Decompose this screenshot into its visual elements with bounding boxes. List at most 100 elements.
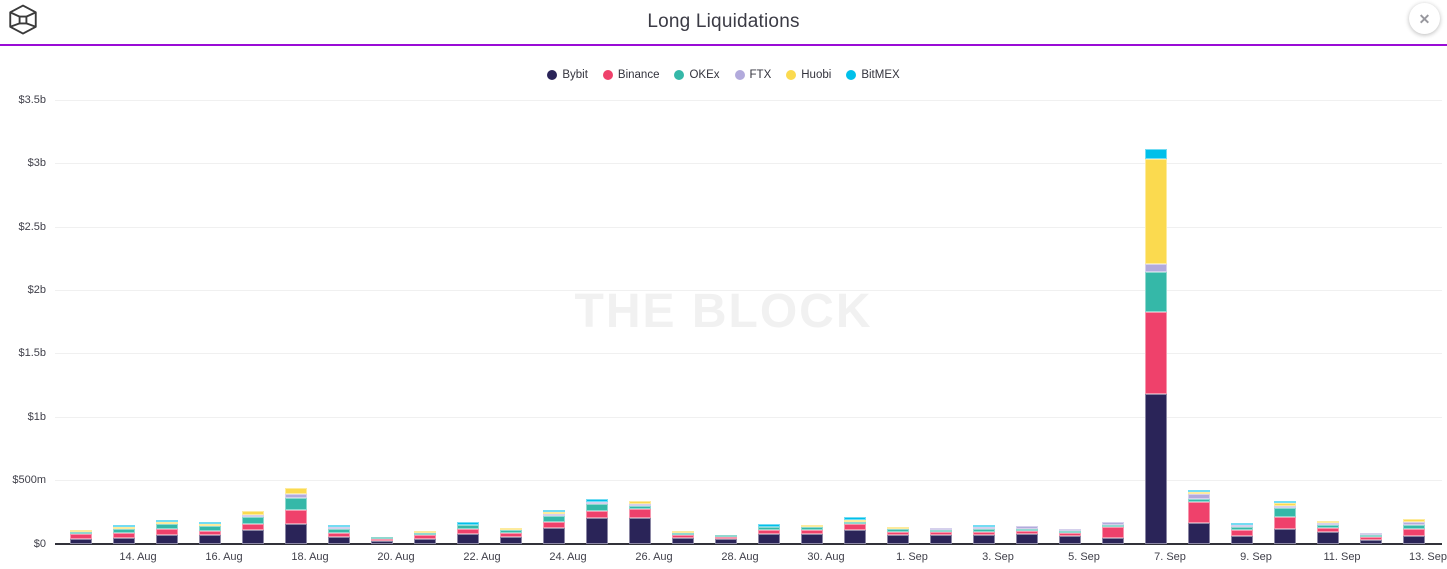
legend-item-binance[interactable]: Binance (602, 69, 659, 81)
bar-segment-bybit[interactable] (1145, 393, 1167, 544)
bar-segment-bybit[interactable] (1102, 537, 1124, 544)
bar-segment-bitmex[interactable] (586, 499, 608, 502)
bar-segment-okex[interactable] (1059, 530, 1081, 534)
bar-segment-okex[interactable] (629, 506, 651, 510)
bar-segment-ftx[interactable] (1360, 533, 1382, 536)
bar-segment-bybit[interactable] (1188, 522, 1210, 544)
bar-20-aug[interactable] (371, 536, 393, 544)
bar-segment-okex[interactable] (285, 497, 307, 510)
bar-9-sep[interactable] (1231, 523, 1253, 544)
bar-segment-binance[interactable] (371, 538, 393, 541)
bar-segment-bybit[interactable] (1059, 536, 1081, 544)
bar-3-sep[interactable] (973, 524, 995, 544)
bar-segment-okex[interactable] (328, 528, 350, 533)
bar-segment-binance[interactable] (328, 532, 350, 537)
bar-13-aug[interactable] (70, 529, 92, 544)
bar-segment-okex[interactable] (1317, 524, 1339, 529)
bar-segment-okex[interactable] (1016, 528, 1038, 532)
bar-segment-ftx[interactable] (285, 493, 307, 498)
bar-22-aug[interactable] (457, 522, 479, 544)
bar-segment-bybit[interactable] (328, 536, 350, 544)
bar-segment-bybit[interactable] (758, 534, 780, 544)
bar-segment-okex[interactable] (199, 526, 221, 531)
bar-segment-okex[interactable] (672, 532, 694, 536)
bar-segment-binance[interactable] (1317, 528, 1339, 533)
bar-segment-okex[interactable] (1274, 507, 1296, 517)
bar-segment-huobi[interactable] (801, 525, 823, 528)
bar-segment-ftx[interactable] (973, 527, 995, 530)
bar-13-sep[interactable] (1403, 519, 1425, 544)
bar-segment-huobi[interactable] (414, 531, 436, 534)
bar-segment-bitmex[interactable] (199, 522, 221, 525)
bar-segment-bybit[interactable] (844, 529, 866, 544)
bar-segment-binance[interactable] (844, 524, 866, 530)
bar-segment-okex[interactable] (543, 516, 565, 522)
bar-segment-bybit[interactable] (543, 528, 565, 544)
bar-segment-binance[interactable] (1145, 311, 1167, 394)
bar-segment-bybit[interactable] (371, 540, 393, 544)
bar-segment-okex[interactable] (70, 531, 92, 534)
bar-segment-bybit[interactable] (500, 537, 522, 544)
bar-segment-binance[interactable] (457, 528, 479, 534)
bar-21-aug[interactable] (414, 531, 436, 544)
bar-segment-binance[interactable] (1102, 526, 1124, 538)
bar-segment-bybit[interactable] (1360, 539, 1382, 544)
bar-segment-binance[interactable] (1274, 516, 1296, 529)
bar-1-sep[interactable] (887, 527, 909, 544)
bar-segment-ftx[interactable] (1317, 522, 1339, 525)
bar-segment-bybit[interactable] (1317, 532, 1339, 544)
bar-segment-bybit[interactable] (156, 534, 178, 544)
bar-segment-ftx[interactable] (629, 504, 651, 507)
bar-segment-binance[interactable] (887, 531, 909, 536)
bar-segment-huobi[interactable] (500, 528, 522, 531)
bar-segment-okex[interactable] (1145, 272, 1167, 312)
bar-24-aug[interactable] (543, 509, 565, 544)
bar-segment-binance[interactable] (1059, 533, 1081, 537)
bar-segment-huobi[interactable] (242, 511, 264, 516)
bar-28-aug[interactable] (715, 535, 737, 544)
bar-segment-bybit[interactable] (1231, 536, 1253, 544)
bar-17-aug[interactable] (242, 511, 264, 544)
bar-segment-huobi[interactable] (1403, 519, 1425, 522)
bar-segment-bybit[interactable] (672, 538, 694, 544)
bar-segment-bybit[interactable] (629, 518, 651, 544)
legend-item-bitmex[interactable]: BitMEX (846, 69, 900, 81)
bar-segment-bitmex[interactable] (1188, 489, 1210, 492)
bar-segment-binance[interactable] (113, 533, 135, 538)
bar-segment-binance[interactable] (715, 537, 737, 540)
bar-segment-huobi[interactable] (844, 519, 866, 522)
bar-30-aug[interactable] (801, 525, 823, 544)
bar-26-aug[interactable] (629, 501, 651, 544)
bar-segment-bybit[interactable] (586, 518, 608, 544)
bar-segment-okex[interactable] (156, 524, 178, 529)
bar-segment-bybit[interactable] (1403, 536, 1425, 544)
bar-segment-binance[interactable] (801, 529, 823, 534)
bar-segment-binance[interactable] (543, 521, 565, 529)
bar-segment-bitmex[interactable] (543, 509, 565, 513)
bar-19-aug[interactable] (328, 524, 350, 544)
close-button[interactable]: ✕ (1409, 3, 1440, 34)
bar-segment-huobi[interactable] (543, 512, 565, 515)
bar-29-aug[interactable] (758, 524, 780, 544)
bar-segment-binance[interactable] (1016, 531, 1038, 535)
bar-segment-bitmex[interactable] (973, 524, 995, 528)
bar-segment-huobi[interactable] (1317, 520, 1339, 523)
bar-segment-binance[interactable] (1360, 537, 1382, 540)
bar-segment-bybit[interactable] (199, 534, 221, 544)
bar-segment-okex[interactable] (457, 524, 479, 529)
bar-14-aug[interactable] (113, 525, 135, 544)
bar-segment-binance[interactable] (414, 535, 436, 539)
bar-segment-bitmex[interactable] (758, 524, 780, 528)
bar-segment-bitmex[interactable] (1145, 148, 1167, 159)
bar-16-aug[interactable] (199, 522, 221, 544)
bar-segment-binance[interactable] (156, 528, 178, 535)
bar-segment-binance[interactable] (1231, 530, 1253, 537)
bar-segment-okex[interactable] (801, 527, 823, 530)
bar-segment-ftx[interactable] (1102, 522, 1124, 525)
bar-segment-bitmex[interactable] (1231, 523, 1253, 526)
bar-segment-ftx[interactable] (1016, 526, 1038, 529)
bar-segment-ftx[interactable] (543, 514, 565, 517)
bar-segment-okex[interactable] (973, 529, 995, 532)
bar-12-sep[interactable] (1360, 533, 1382, 544)
bar-segment-okex[interactable] (242, 517, 264, 524)
